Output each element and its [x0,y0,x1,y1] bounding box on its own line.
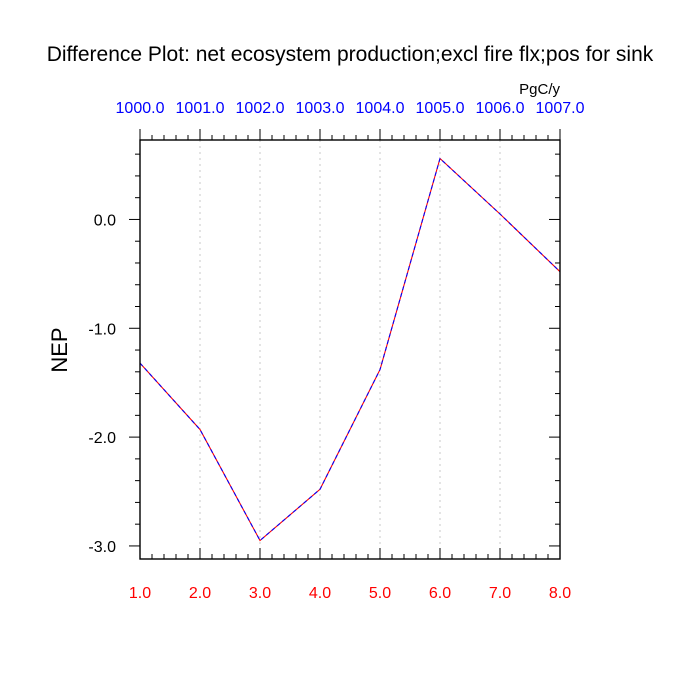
x-tick-label: 7.0 [489,585,511,602]
y-tick-label: -1.0 [88,321,116,338]
top-tick-label: 1002.0 [236,100,285,117]
top-tick-label: 1001.0 [176,100,225,117]
y-tick-label: -2.0 [88,430,116,447]
y-tick-label: -3.0 [88,539,116,556]
top-tick-label: 1003.0 [296,100,345,117]
x-tick-label: 5.0 [369,585,391,602]
data-series [139,157,561,542]
x-tick-label: 3.0 [249,585,271,602]
top-tick-label: 1000.0 [116,100,165,117]
top-tick-label: 1005.0 [416,100,465,117]
units-label: PgC/y [519,81,560,98]
top-tick-label: 1006.0 [476,100,525,117]
y-axis-label: NEP [47,327,72,372]
minor-ticks [135,135,560,559]
top-tick-label: 1007.0 [536,100,585,117]
x-tick-label: 1.0 [129,585,151,602]
top-tick-label: 1004.0 [356,100,405,117]
series-line-base [139,157,561,542]
grid-lines [199,140,501,559]
plot-frame [139,139,561,560]
y-tick-label: 0.0 [94,212,116,229]
series-line [139,157,561,542]
x-tick-label: 4.0 [309,585,331,602]
chart-title: Difference Plot: net ecosystem productio… [47,43,654,66]
tick-labels: 1.0 1000.0 2.0 1001.0 3.0 1002.0 4.0 1003.0 5.0 1… [88,100,584,602]
x-tick-label: 8.0 [549,585,571,602]
major-ticks [129,129,561,559]
x-tick-label: 2.0 [189,585,211,602]
x-tick-label: 6.0 [429,585,451,602]
